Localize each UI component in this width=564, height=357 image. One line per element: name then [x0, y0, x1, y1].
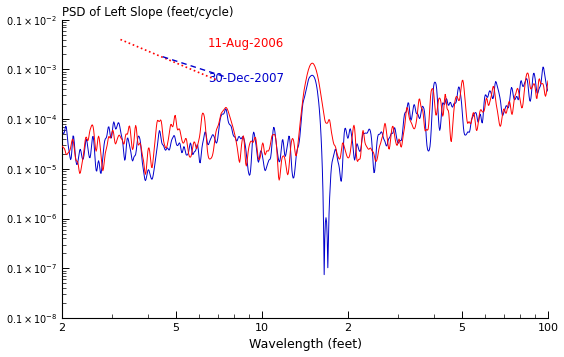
X-axis label: Wavelength (feet): Wavelength (feet) [249, 338, 362, 351]
Text: 30-Dec-2007: 30-Dec-2007 [208, 72, 284, 85]
Text: PSD of Left Slope (feet/cycle): PSD of Left Slope (feet/cycle) [62, 6, 233, 19]
Text: 11-Aug-2006: 11-Aug-2006 [208, 36, 284, 50]
